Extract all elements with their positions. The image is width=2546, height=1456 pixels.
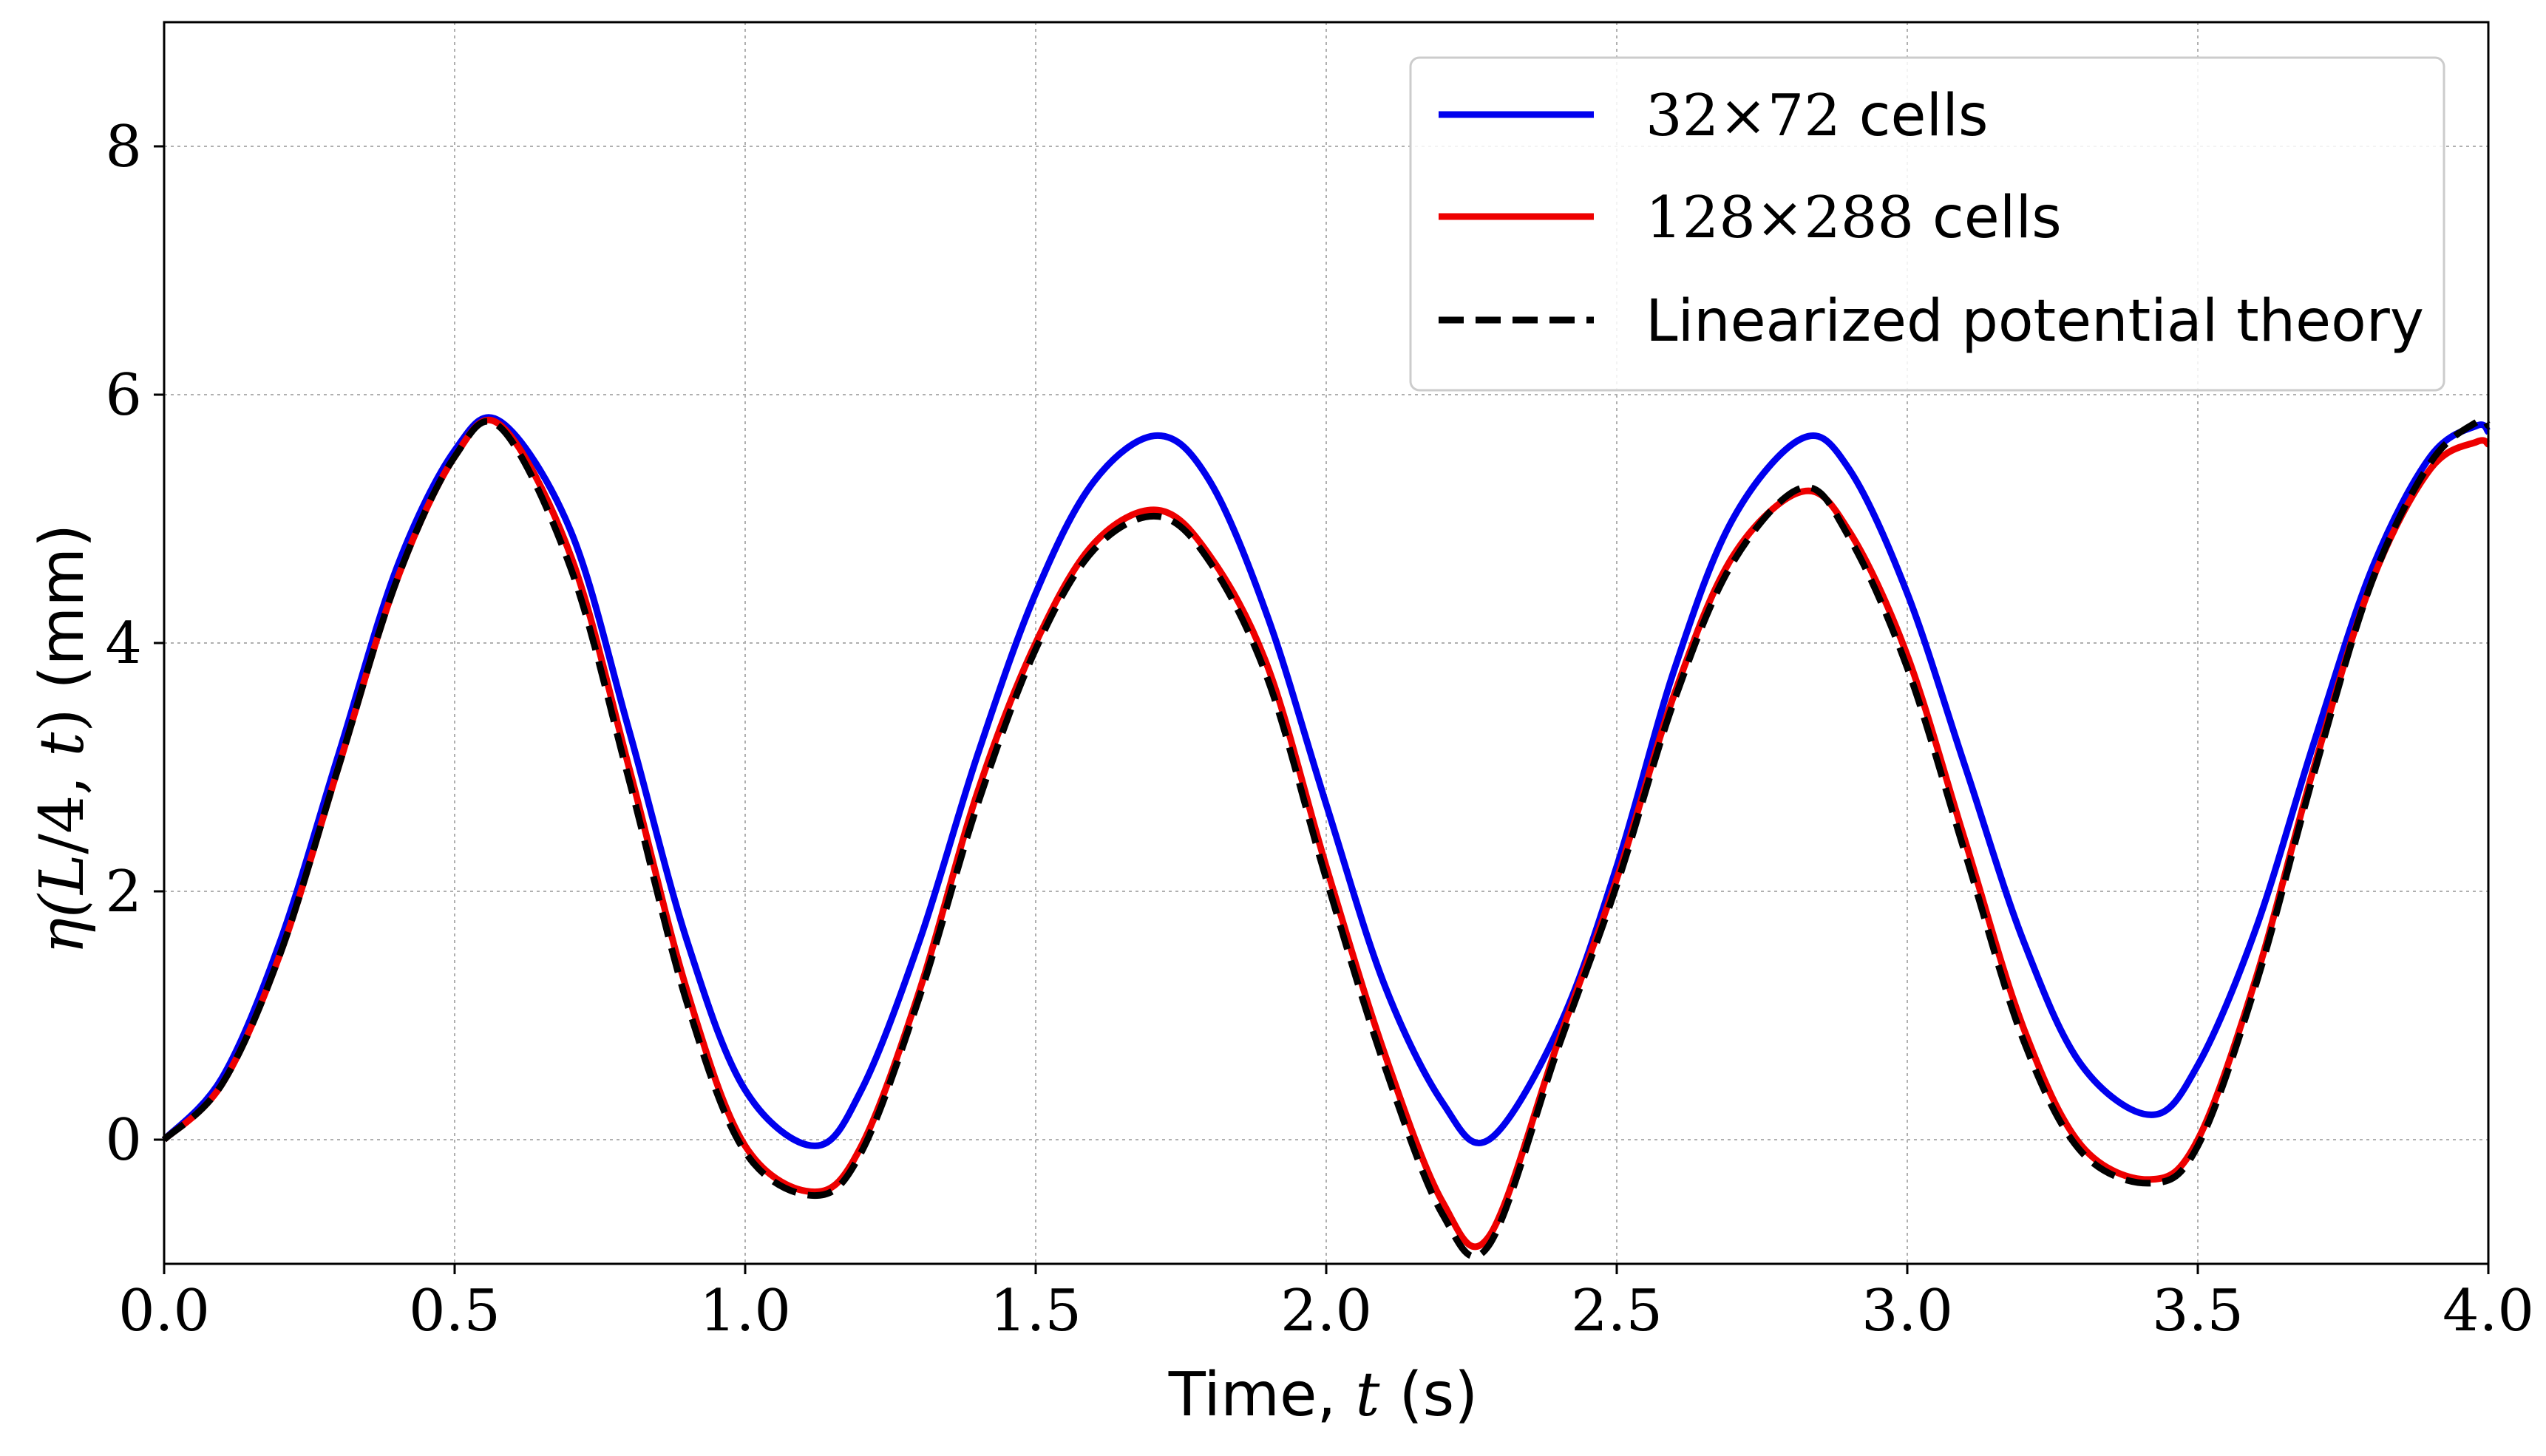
x-tick-label: 4.0 [2443,1278,2534,1344]
x-axis-title: Time, t (s) [1168,1360,1479,1430]
y-tick-label: 0 [105,1107,142,1174]
legend: 32×72 cells 128×288 cells Linearized pot… [1409,56,2445,392]
series-line-fine [161,416,2491,1251]
x-tick-label: 1.5 [990,1278,1082,1344]
y-axis-title: η(L/4, t) (mm) [27,524,98,954]
y-tick-label: 6 [105,362,142,429]
y-tick-label: 8 [105,114,142,180]
legend-box [1409,56,2445,392]
series-line-coarse [161,414,2491,1149]
x-tick-label: 1.0 [699,1278,791,1344]
y-tick-label: 2 [105,859,142,925]
x-tick-label: 0.5 [409,1278,500,1344]
y-tick-label: 4 [105,610,142,677]
series-layer [161,414,2491,1260]
x-tick-label: 0.0 [118,1278,210,1344]
x-tick-label: 2.5 [1571,1278,1663,1344]
x-tick-label: 2.0 [1280,1278,1372,1344]
x-tick-label: 3.0 [1861,1278,1953,1344]
legend-label-coarse: 32×72 cells [1646,83,1989,149]
ticks: 0.0 0.5 1.0 1.5 2.0 2.5 3.0 3.5 4.0 0 2 4 6 8 [105,114,2534,1344]
x-tick-label: 3.5 [2152,1278,2244,1344]
legend-label-fine: 128×288 cells [1646,185,2062,251]
legend-label-theory: Linearized potential theory [1646,288,2424,355]
series-line-theory [161,416,2491,1260]
